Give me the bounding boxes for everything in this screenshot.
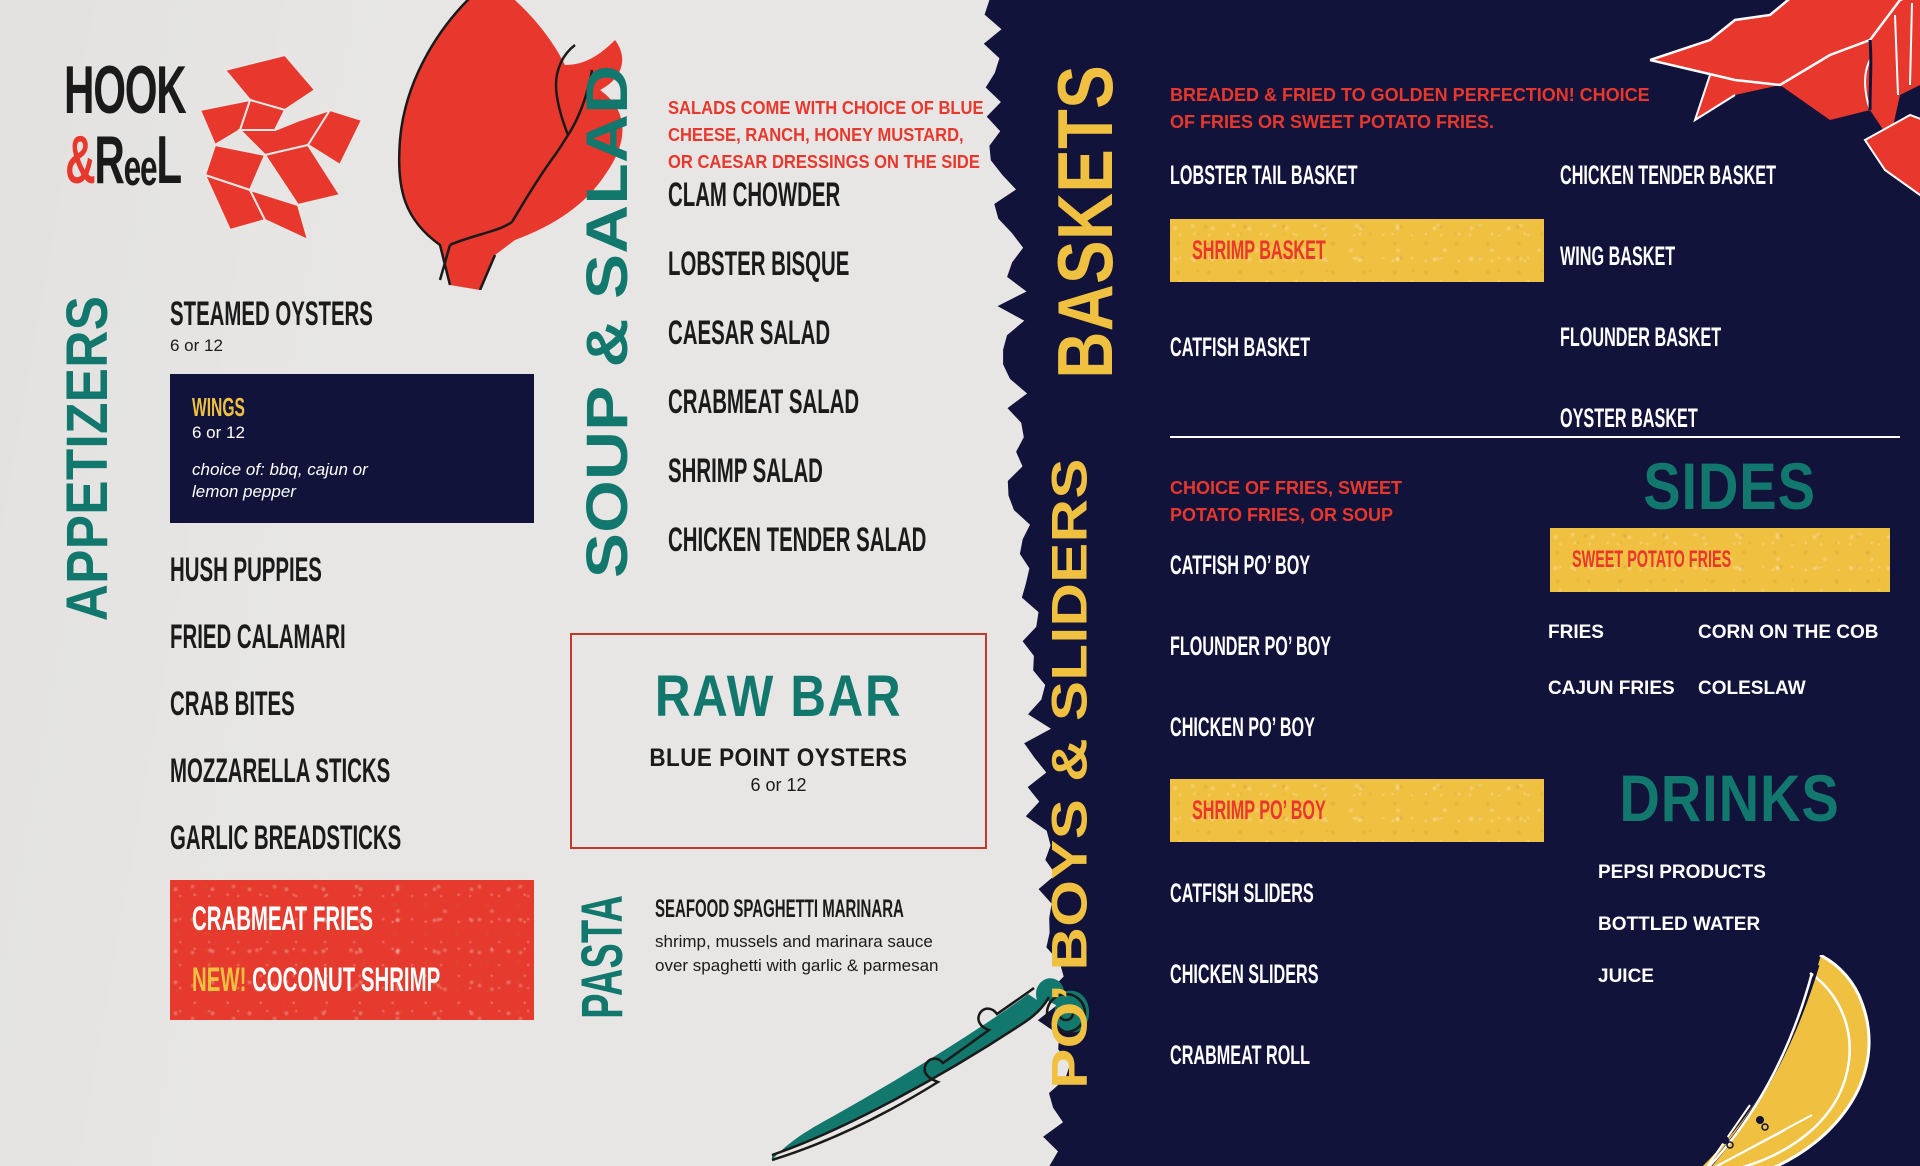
svg-text:HOOK: HOOK [64,55,187,127]
svg-text:&ReeL: &ReeL [65,122,181,198]
